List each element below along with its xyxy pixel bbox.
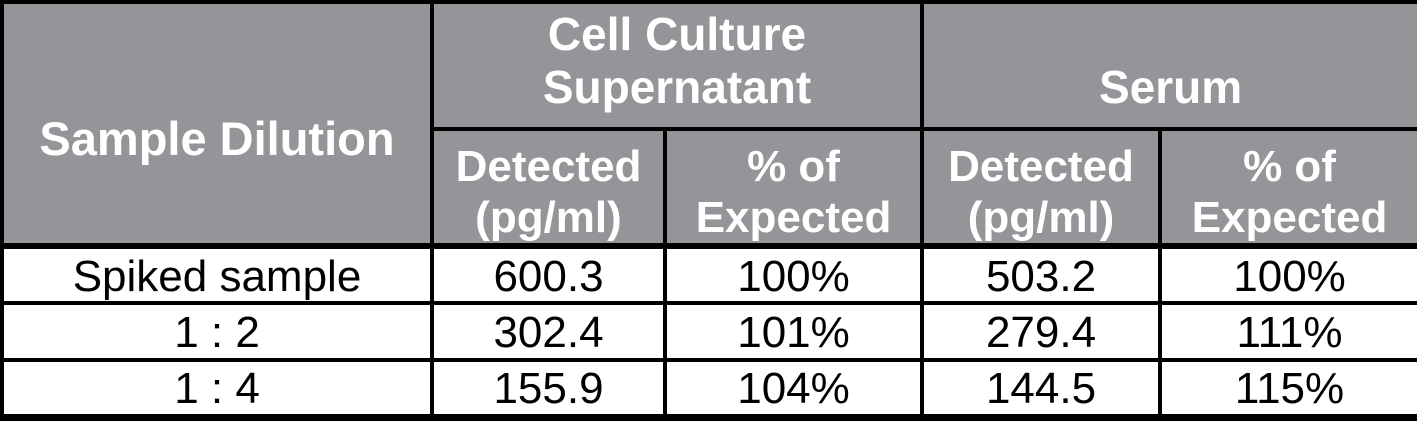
table-row-spiked-sample: Spiked sample 600.3 100% 503.2 100% [0, 243, 1417, 306]
cell-ccs-percent: 104% [662, 358, 925, 420]
cell-ccs-detected: 302.4 [430, 301, 667, 363]
cell-serum-percent: 111% [1158, 301, 1417, 363]
cell-serum-detected: 503.2 [920, 243, 1163, 306]
cell-serum-detected: 279.4 [920, 301, 1163, 363]
table-row-dilution-1-4: 1 : 4 155.9 104% 144.5 115% [0, 358, 1417, 420]
table-header: Sample Dilution Cell Culture Supernatant… [0, 0, 1417, 250]
table-row-dilution-1-2: 1 : 2 302.4 101% 279.4 111% [0, 301, 1417, 363]
column-header-serum-detected: Detected (pg/ml) [920, 126, 1163, 250]
group-header-row: Sample Dilution Cell Culture Supernatant… [0, 0, 1417, 250]
column-header-ccs-detected: Detected (pg/ml) [430, 126, 667, 250]
column-header-ccs-percent-expected: % of Expected [662, 126, 925, 250]
column-header-serum-percent-expected: % of Expected [1158, 126, 1417, 250]
row-label: Spiked sample [0, 243, 434, 306]
group-header-serum: Serum [920, 0, 1417, 131]
cell-ccs-detected: 155.9 [430, 358, 667, 420]
cell-serum-percent: 100% [1158, 243, 1417, 306]
cell-ccs-percent: 100% [662, 243, 925, 306]
group-header-cell-culture-supernatant: Cell Culture Supernatant [429, 0, 925, 131]
row-label: 1 : 2 [0, 301, 434, 363]
cell-serum-percent: 115% [1158, 358, 1417, 420]
cell-serum-detected: 144.5 [920, 358, 1163, 420]
sub-header-row: Detected (pg/ml) % of Expected Detected … [2, 126, 1417, 250]
column-header-sample-dilution: Sample Dilution [0, 0, 434, 250]
row-label: 1 : 4 [0, 358, 434, 420]
table-body: Spiked sample 600.3 100% 503.2 100% 1 : … [0, 243, 1417, 420]
cell-ccs-percent: 101% [662, 301, 925, 363]
cell-ccs-detected: 600.3 [430, 243, 667, 306]
